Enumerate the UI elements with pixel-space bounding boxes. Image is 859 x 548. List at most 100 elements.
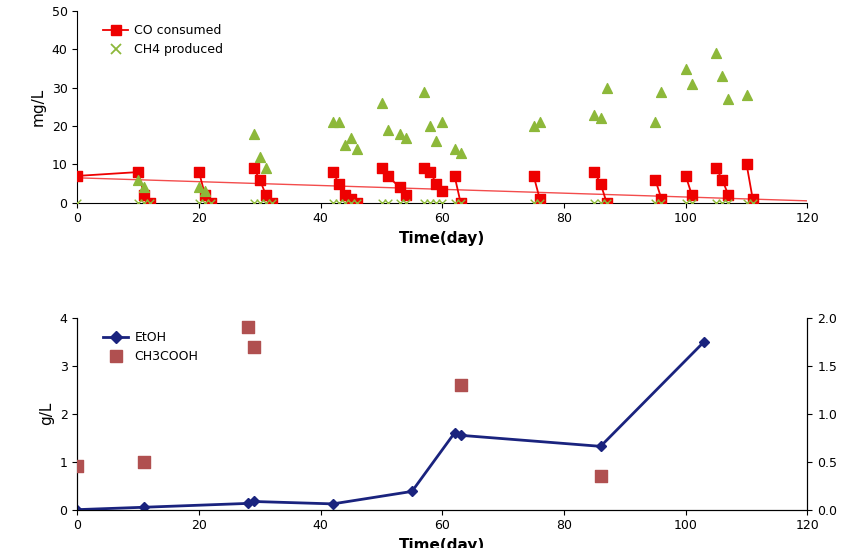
Point <box>710 164 723 173</box>
Point <box>740 198 753 207</box>
Point <box>594 198 607 207</box>
Point <box>588 168 601 176</box>
Point <box>448 198 461 207</box>
Point <box>338 198 352 207</box>
Point <box>399 191 412 199</box>
Point <box>527 172 540 180</box>
Point <box>679 172 692 180</box>
Point <box>350 198 364 207</box>
Point <box>649 118 662 127</box>
Point <box>131 198 145 207</box>
Point <box>454 149 467 157</box>
Point <box>259 198 273 207</box>
Point <box>326 198 339 207</box>
Point <box>430 198 443 207</box>
Point <box>698 304 711 312</box>
Point <box>381 125 394 134</box>
Point <box>685 191 698 199</box>
Point <box>740 160 753 169</box>
Point <box>685 79 698 88</box>
Point <box>247 129 260 138</box>
Point <box>198 187 212 196</box>
Point <box>247 164 260 173</box>
Point <box>655 195 668 203</box>
Point <box>399 198 412 207</box>
Point <box>253 152 266 161</box>
Point <box>265 198 279 207</box>
Point <box>137 183 151 192</box>
Point <box>649 198 662 207</box>
Point <box>70 172 84 180</box>
Point <box>375 99 388 107</box>
Y-axis label: mg/L: mg/L <box>31 88 46 126</box>
Point <box>326 168 339 176</box>
Point <box>740 91 753 100</box>
Point <box>204 198 218 207</box>
Point <box>393 129 406 138</box>
Point <box>399 133 412 142</box>
Point <box>655 198 668 207</box>
Point <box>594 472 607 481</box>
Point <box>448 145 461 153</box>
Point <box>716 198 729 207</box>
Point <box>655 87 668 96</box>
Point <box>417 87 431 96</box>
Point <box>143 198 157 207</box>
Point <box>70 198 84 207</box>
Point <box>192 168 206 176</box>
Point <box>137 198 151 207</box>
Point <box>338 191 352 199</box>
Point <box>332 118 346 127</box>
Point <box>332 179 346 188</box>
X-axis label: Time(day): Time(day) <box>399 231 485 246</box>
Point <box>70 462 84 471</box>
Point <box>527 198 540 207</box>
Point <box>326 213 339 221</box>
Point <box>436 118 449 127</box>
Point <box>722 191 735 199</box>
Point <box>241 323 254 332</box>
Point <box>350 145 364 153</box>
Point <box>454 198 467 207</box>
Point <box>722 95 735 104</box>
Point <box>594 179 607 188</box>
Point <box>710 49 723 58</box>
Point <box>746 198 759 207</box>
Point <box>198 198 212 207</box>
Point <box>417 198 431 207</box>
Point <box>204 198 218 207</box>
Point <box>436 198 449 207</box>
Point <box>430 179 443 188</box>
Point <box>265 198 279 207</box>
Point <box>143 198 157 207</box>
Point <box>393 183 406 192</box>
Point <box>746 195 759 203</box>
Point <box>588 110 601 119</box>
Point <box>338 141 352 150</box>
Point <box>247 342 260 351</box>
Point <box>253 198 266 207</box>
Point <box>326 118 339 127</box>
Point <box>259 191 273 199</box>
Legend: EtOH, CH3COOH: EtOH, CH3COOH <box>98 326 204 368</box>
Point <box>722 198 735 207</box>
Point <box>716 175 729 184</box>
Point <box>533 118 546 127</box>
Point <box>344 133 358 142</box>
Point <box>600 198 613 207</box>
Point <box>131 168 145 176</box>
Point <box>393 198 406 207</box>
Point <box>381 172 394 180</box>
Point <box>533 198 546 207</box>
Point <box>600 83 613 92</box>
Point <box>649 175 662 184</box>
Point <box>527 122 540 130</box>
Point <box>423 198 437 207</box>
Point <box>448 172 461 180</box>
Point <box>710 198 723 207</box>
Point <box>594 114 607 123</box>
Point <box>137 191 151 199</box>
Point <box>253 175 266 184</box>
Point <box>247 198 260 207</box>
Point <box>417 164 431 173</box>
